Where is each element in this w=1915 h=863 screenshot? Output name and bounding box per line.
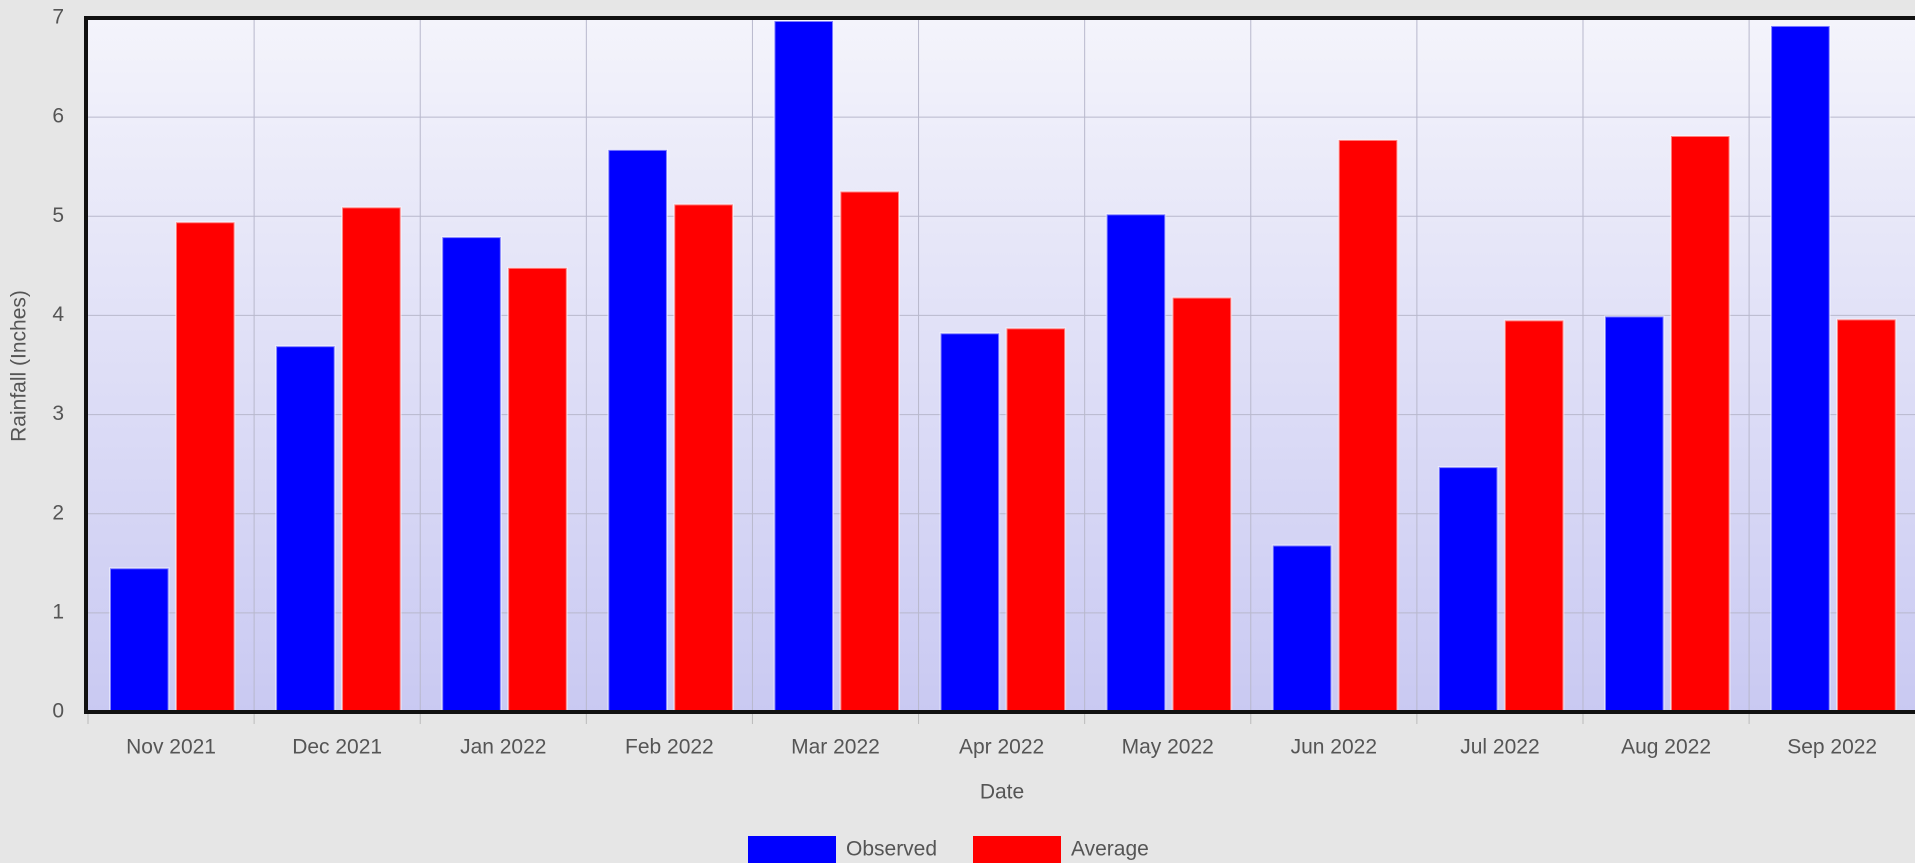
x-tick-label: Nov 2021 (126, 736, 216, 759)
legend-label: Observed (846, 838, 937, 861)
bar (1603, 315, 1665, 713)
x-tick-label: Jul 2022 (1460, 736, 1539, 759)
y-axis-title: Rainfall (Inches) (8, 290, 31, 442)
x-tick-label: Dec 2021 (292, 736, 382, 759)
bar (275, 345, 336, 713)
bar (839, 190, 901, 713)
bar (773, 19, 835, 713)
x-tick-label: Jan 2022 (460, 736, 546, 759)
bar (673, 203, 734, 713)
bar (1337, 138, 1399, 713)
y-tick-label: 0 (52, 700, 64, 723)
bar (1669, 134, 1731, 714)
y-tick-label: 4 (52, 303, 64, 326)
x-tick-label: Jun 2022 (1291, 736, 1377, 759)
bar (1005, 327, 1067, 713)
x-tick-label: Sep 2022 (1787, 736, 1877, 759)
legend-swatch (748, 836, 836, 863)
bar (1836, 318, 1897, 713)
y-tick-label: 3 (52, 402, 64, 425)
x-tick-label: Feb 2022 (625, 736, 714, 759)
bar (1437, 466, 1499, 714)
y-tick-label: 6 (52, 105, 64, 128)
bar (507, 266, 568, 713)
y-tick-label: 2 (52, 501, 64, 524)
bar (1171, 296, 1233, 713)
x-tick-label: Aug 2022 (1621, 736, 1711, 759)
x-tick-label: Mar 2022 (791, 736, 880, 759)
bar (607, 148, 668, 714)
y-tick-label: 1 (52, 600, 64, 623)
bar (174, 221, 236, 713)
bar (341, 206, 402, 713)
y-tick-label: 5 (52, 204, 64, 227)
bar (1105, 213, 1167, 713)
legend-swatch (973, 836, 1061, 863)
x-axis-title: Date (980, 781, 1024, 804)
bar (939, 332, 1001, 713)
legend-label: Average (1071, 838, 1149, 861)
x-tick-label: Apr 2022 (959, 736, 1044, 759)
bar (1770, 24, 1831, 713)
bar (1271, 544, 1333, 713)
bar (1503, 319, 1565, 713)
y-tick-label: 7 (52, 6, 64, 29)
x-tick-label: May 2022 (1122, 736, 1214, 759)
bar (108, 567, 170, 713)
bar (441, 236, 502, 713)
axis-frame (84, 16, 1915, 714)
